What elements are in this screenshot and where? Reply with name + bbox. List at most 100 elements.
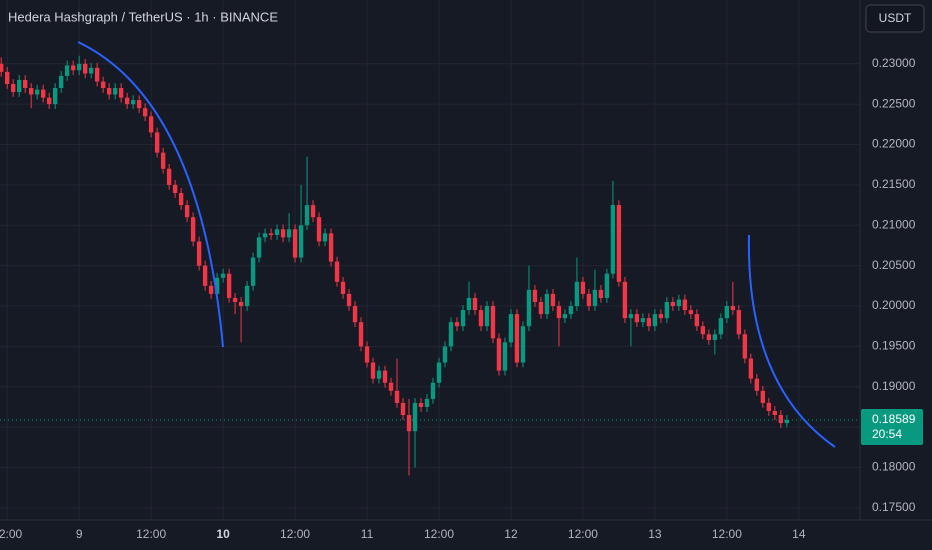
candle-body bbox=[448, 322, 454, 347]
candle-body bbox=[130, 100, 136, 105]
candle-body bbox=[328, 233, 334, 262]
currency-label[interactable]: USDT bbox=[879, 11, 912, 25]
candle-body bbox=[304, 205, 310, 226]
candle-body bbox=[472, 297, 478, 311]
candle-body bbox=[760, 390, 766, 403]
candle-body bbox=[202, 265, 208, 286]
candle-body bbox=[40, 89, 46, 98]
candle-body bbox=[628, 314, 634, 319]
x-tick-label: 14 bbox=[792, 527, 806, 541]
candle-body bbox=[562, 314, 568, 319]
candle-body bbox=[430, 382, 436, 399]
candle-body bbox=[772, 410, 778, 416]
candle-body bbox=[388, 382, 394, 391]
candle-body bbox=[610, 205, 616, 274]
candle-body bbox=[412, 402, 418, 432]
candle-body bbox=[142, 108, 148, 117]
candle-body bbox=[118, 88, 124, 98]
x-tick-label: 12:00 bbox=[280, 527, 310, 541]
candle-body bbox=[580, 281, 586, 294]
candle-body bbox=[568, 306, 574, 315]
candle-body bbox=[496, 338, 502, 371]
x-tick-label: 12:00 bbox=[712, 527, 742, 541]
candle-body bbox=[382, 370, 388, 383]
candle-body bbox=[184, 205, 190, 218]
candle-body bbox=[172, 184, 178, 193]
candle-body bbox=[730, 306, 736, 311]
candle-body bbox=[682, 299, 688, 311]
x-tick-label: 12:00 bbox=[424, 527, 454, 541]
candle-body bbox=[538, 301, 544, 315]
candle-body bbox=[724, 306, 730, 319]
y-tick-label: 0.20000 bbox=[872, 298, 916, 312]
candle-body bbox=[76, 63, 82, 71]
candle-body bbox=[244, 285, 250, 307]
candle-body bbox=[442, 346, 448, 363]
candle-body bbox=[484, 306, 490, 327]
y-tick-label: 0.17500 bbox=[872, 500, 916, 514]
candle-body bbox=[160, 152, 166, 169]
last-price-box bbox=[861, 408, 923, 445]
candle-body bbox=[298, 225, 304, 258]
candle-body bbox=[406, 415, 412, 432]
x-tick-label: 9 bbox=[76, 527, 83, 541]
candle-body bbox=[106, 88, 112, 95]
candle-body bbox=[358, 322, 364, 347]
candle-body bbox=[676, 299, 682, 307]
x-tick-label: 12:00 bbox=[568, 527, 598, 541]
candle-body bbox=[346, 293, 352, 307]
candle-body bbox=[274, 229, 280, 235]
candle-body bbox=[466, 297, 472, 311]
candle-body bbox=[700, 326, 706, 335]
candle-body bbox=[694, 314, 700, 327]
candle-body bbox=[508, 314, 514, 343]
candle-body bbox=[16, 79, 22, 93]
drawing-arc bbox=[77, 41, 224, 348]
x-tick-label: 12 bbox=[504, 527, 518, 541]
candle-body bbox=[532, 289, 538, 302]
candle-body bbox=[34, 89, 40, 95]
x-tick-label: 13 bbox=[648, 527, 662, 541]
candle-body bbox=[94, 67, 100, 82]
candle-body bbox=[718, 318, 724, 335]
x-tick-label: 12:00 bbox=[136, 527, 166, 541]
candle-body bbox=[526, 289, 532, 327]
candle-body bbox=[352, 306, 358, 323]
candle-body bbox=[238, 301, 244, 307]
candle-body bbox=[622, 281, 628, 319]
candle-body bbox=[262, 233, 268, 238]
candle-body bbox=[460, 310, 466, 327]
candle-body bbox=[592, 289, 598, 307]
candle-body bbox=[754, 378, 760, 391]
candle-body bbox=[154, 132, 160, 153]
last-price-label: 0.18589 bbox=[872, 412, 916, 426]
candle-body bbox=[166, 168, 172, 185]
candle-body bbox=[544, 293, 550, 315]
candle-body bbox=[736, 310, 742, 335]
candle-body bbox=[706, 334, 712, 340]
candle-body bbox=[334, 261, 340, 282]
candle-body bbox=[400, 402, 406, 416]
candle-body bbox=[556, 306, 562, 319]
candle-body bbox=[634, 314, 640, 323]
candle-body bbox=[178, 192, 184, 206]
y-tick-label: 0.19000 bbox=[872, 379, 916, 393]
candle-body bbox=[598, 289, 604, 298]
candle-body bbox=[688, 310, 694, 315]
currency-button[interactable] bbox=[865, 4, 925, 33]
candle-body bbox=[370, 362, 376, 379]
candle-body bbox=[478, 310, 484, 327]
candle-body bbox=[520, 326, 526, 363]
candle-body bbox=[58, 75, 64, 89]
candle-body bbox=[112, 88, 118, 95]
candle-body bbox=[604, 273, 610, 298]
x-tick-label: 12:00 bbox=[0, 527, 23, 541]
candle-body bbox=[652, 314, 658, 327]
candle-body bbox=[256, 237, 262, 258]
candle-body bbox=[196, 241, 202, 266]
candle-body bbox=[454, 322, 460, 327]
chart-title: Hedera Hashgraph / TetherUS · 1h · BINAN… bbox=[8, 9, 278, 24]
y-tick-label: 0.21500 bbox=[872, 177, 916, 191]
candle-body bbox=[322, 233, 328, 242]
